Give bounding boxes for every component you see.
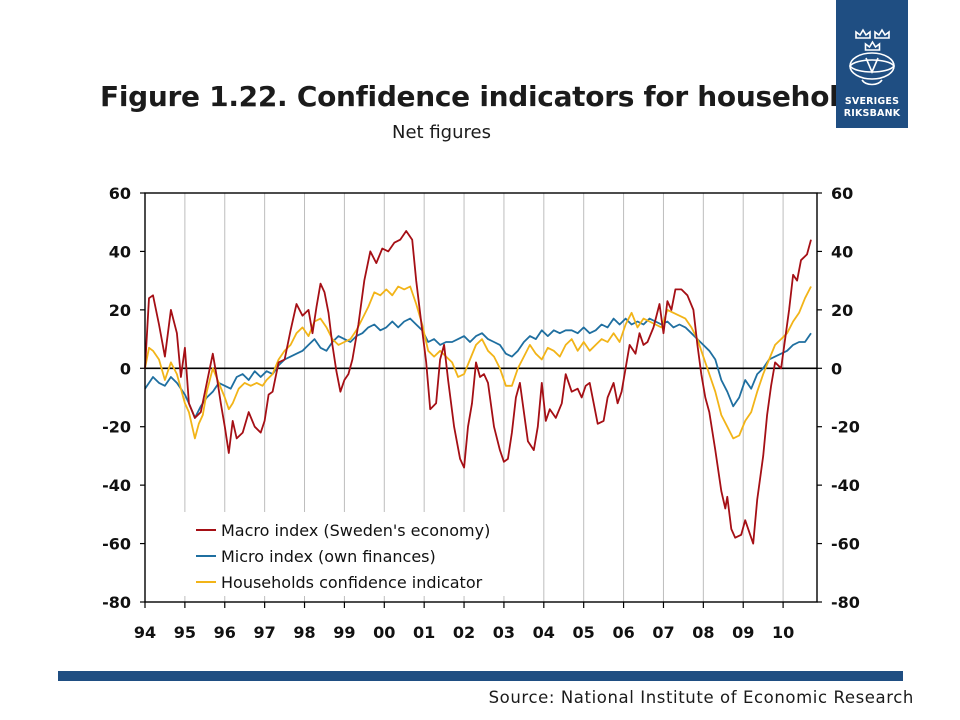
x-tick-label: 05 (573, 623, 595, 642)
y-tick-label-left: 20 (109, 301, 131, 320)
y-tick-label-right: 20 (831, 301, 853, 320)
legend-label: Macro index (Sweden's economy) (221, 521, 490, 540)
plot-frame (144, 192, 818, 603)
x-tick-label: 96 (214, 623, 236, 642)
x-tick-label: 95 (174, 623, 196, 642)
y-tick-label-right: 0 (831, 359, 842, 378)
x-tick-label: 04 (533, 623, 555, 642)
y-axes: 60 60 40 40 20 20 0 0 -20 -20 -40 -40 -60 -60 -80 -80 (102, 184, 860, 612)
chart-title: Figure 1.22. Confidence indicators for h… (100, 80, 875, 113)
x-tick-label: 06 (612, 623, 634, 642)
series-line-0 (144, 230, 812, 545)
logo-line-2: RIKSBANK (843, 108, 901, 119)
y-tick-label-right: -60 (831, 535, 860, 554)
riksbank-logo: SVERIGES RIKSBANK (836, 0, 908, 128)
riksbank-crown-emblem-icon (848, 28, 896, 86)
x-tick-label: 02 (453, 623, 475, 642)
y-tick-label-right: -80 (831, 593, 860, 612)
x-tick-label: 98 (293, 623, 315, 642)
y-tick-label-left: 0 (120, 359, 131, 378)
x-tick-label: 08 (692, 623, 714, 642)
y-tick-label-right: -20 (831, 418, 860, 437)
y-tick-label-right: -40 (831, 476, 860, 495)
x-tick-label: 01 (413, 623, 435, 642)
logo-line-1: SVERIGES (844, 96, 900, 107)
x-tick-label: 94 (134, 623, 156, 642)
y-tick-label-left: -40 (102, 476, 131, 495)
legend: Macro index (Sweden's economy) Micro inde… (180, 512, 510, 596)
y-tick-label-left: -60 (102, 535, 131, 554)
x-tick-label: 97 (254, 623, 276, 642)
x-tick-label: 99 (333, 623, 355, 642)
y-tick-label-left: -20 (102, 418, 131, 437)
x-tick-label: 09 (732, 623, 754, 642)
y-tick-label-right: 40 (831, 242, 853, 261)
series-group (144, 230, 812, 545)
y-tick-label-left: 40 (109, 242, 131, 261)
legend-box (180, 512, 510, 596)
chart-subtitle: Net figures (392, 122, 491, 143)
source-note: Source: National Institute of Economic R… (488, 688, 914, 707)
y-tick-label-left: -80 (102, 593, 131, 612)
y-tick-label-left: 60 (109, 184, 131, 203)
x-tick-label: 07 (652, 623, 674, 642)
y-tick-label-right: 60 (831, 184, 853, 203)
x-tick-label: 03 (493, 623, 515, 642)
x-axis: 94 95 96 97 98 99 00 01 02 03 04 05 06 07 08 09 10 (134, 602, 794, 642)
footer-rule (58, 671, 903, 681)
x-tick-label: 00 (373, 623, 395, 642)
legend-label: Households confidence indicator (221, 573, 483, 592)
line-chart: 60 60 40 40 20 20 0 0 -20 -20 -40 -40 -60 -60 -80 -80 94… (102, 184, 860, 642)
legend-label: Micro index (own finances) (221, 547, 436, 566)
x-tick-label: 10 (772, 623, 794, 642)
